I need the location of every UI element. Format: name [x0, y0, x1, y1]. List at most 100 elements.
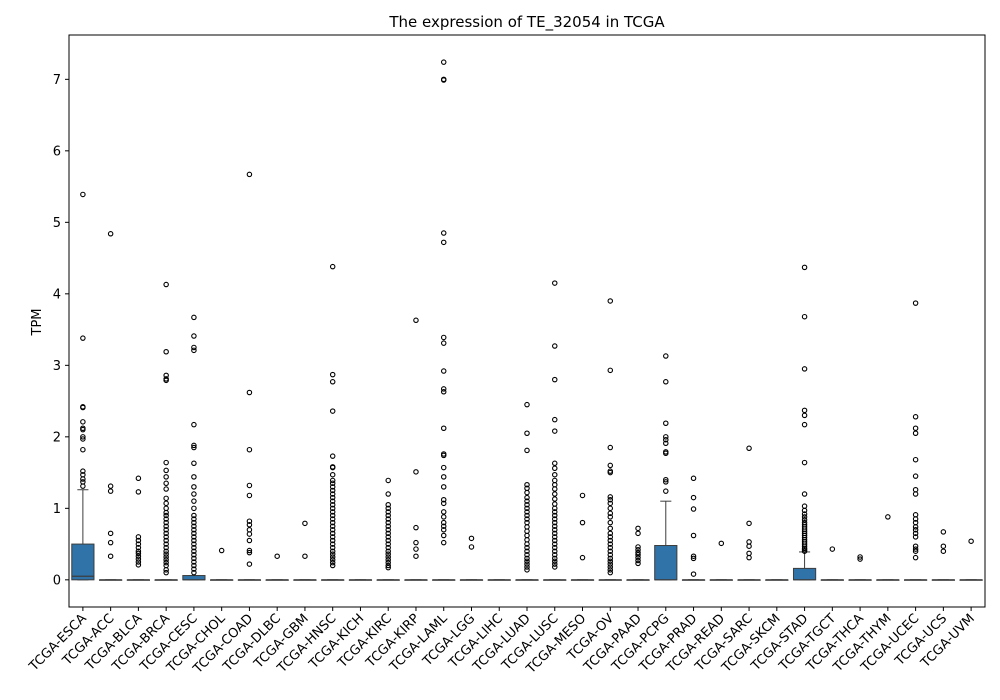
outlier-point	[940, 543, 947, 549]
outlier-point	[663, 476, 669, 483]
outlier-point	[191, 344, 197, 351]
outlier-point	[385, 512, 391, 519]
outlier-point	[191, 523, 197, 529]
outlier-point	[191, 421, 197, 428]
outlier-point	[385, 505, 391, 512]
outlier-point	[163, 377, 169, 384]
outlier-point	[191, 544, 197, 551]
outlier-point	[80, 426, 86, 433]
outlier-point	[163, 537, 169, 544]
outlier-point	[663, 436, 669, 443]
outlier-point	[163, 372, 169, 379]
outlier-point	[246, 446, 253, 453]
outlier-point	[912, 491, 919, 497]
outlier-point	[80, 404, 86, 411]
outlier-point	[579, 554, 586, 561]
outlier-point	[329, 477, 336, 484]
outlier-point	[440, 389, 447, 395]
outlier-point	[552, 523, 558, 529]
outlier-point	[440, 452, 447, 459]
outlier-point	[329, 491, 336, 497]
outlier-point	[163, 541, 169, 547]
outlier-point	[552, 376, 558, 383]
outlier-point	[552, 509, 558, 515]
outlier-point	[663, 379, 669, 385]
y-tick-label: 5	[53, 216, 61, 231]
outlier-point	[163, 567, 169, 573]
outlier-point	[440, 509, 447, 515]
outlier-point	[135, 541, 142, 547]
outlier-point	[385, 491, 391, 497]
outlier-point	[635, 530, 641, 537]
outlier-point	[912, 414, 919, 420]
outlier-point	[163, 534, 169, 540]
outlier-point	[191, 530, 197, 537]
outlier-point	[552, 548, 558, 554]
outlier-point	[163, 519, 169, 526]
outlier-point	[385, 516, 391, 522]
outlier-point	[80, 476, 86, 482]
outlier-point	[440, 230, 447, 236]
outlier-point	[524, 489, 530, 496]
outlier-point	[191, 474, 197, 480]
outlier-point	[663, 434, 669, 440]
y-tick-label: 3	[53, 359, 61, 374]
outlier-point	[607, 514, 614, 520]
outlier-point	[801, 264, 808, 271]
outlier-point	[801, 407, 808, 414]
outlier-point	[80, 468, 86, 474]
outlier-point	[552, 512, 558, 519]
outlier-point	[385, 502, 391, 508]
outlier-point	[524, 516, 530, 522]
outlier-point	[413, 524, 419, 531]
outlier-point	[191, 491, 197, 497]
outlier-point	[912, 530, 919, 537]
outlier-point	[329, 480, 336, 487]
outlier-point	[329, 371, 336, 378]
outlier-point	[635, 560, 641, 567]
outlier-point	[191, 541, 197, 547]
outlier-point	[191, 333, 197, 339]
outlier-point	[107, 483, 114, 489]
outlier-point	[385, 564, 391, 571]
outlier-point	[385, 551, 391, 557]
outlier-point	[607, 494, 614, 500]
outlier-point	[440, 464, 447, 471]
outlier-point	[524, 401, 530, 408]
outlier-point	[107, 488, 114, 494]
outlier-point	[385, 554, 391, 560]
outlier-point	[80, 446, 86, 453]
outlier-point	[912, 473, 919, 479]
outlier-point	[329, 519, 336, 526]
outlier-point	[607, 519, 614, 526]
outlier-point	[440, 474, 447, 480]
outlier-point	[607, 510, 614, 517]
outlier-point	[552, 496, 558, 502]
outlier-point	[857, 554, 863, 560]
outlier-point	[246, 482, 253, 489]
outlier-point	[163, 527, 169, 533]
y-tick-label: 4	[53, 287, 61, 302]
outlier-point	[329, 453, 336, 459]
outlier-point	[607, 558, 614, 564]
outlier-point	[829, 546, 836, 552]
outlier-point	[552, 280, 558, 286]
outlier-point	[135, 559, 142, 565]
outlier-point	[552, 541, 558, 547]
outlier-point	[107, 530, 114, 537]
outlier-point	[385, 534, 391, 540]
outlier-point	[107, 539, 114, 546]
outlier-point	[552, 505, 558, 512]
outlier-point	[524, 548, 530, 554]
outlier-point	[163, 512, 169, 519]
outlier-point	[329, 534, 336, 540]
outlier-point	[579, 519, 586, 526]
outlier-point	[552, 564, 558, 570]
outlier-point	[607, 544, 614, 551]
outlier-point	[607, 525, 614, 532]
outlier-point	[246, 522, 253, 528]
outlier-point	[163, 554, 169, 560]
outlier-point	[635, 549, 641, 556]
outlier-point	[524, 509, 530, 515]
